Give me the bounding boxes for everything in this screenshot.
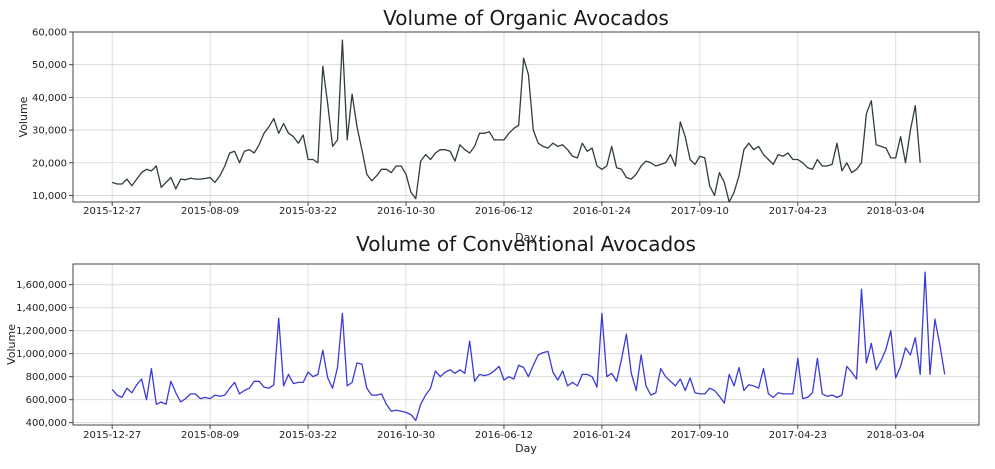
x-tick-label: 2017-04-23 [769,430,827,441]
x-tick-label: 2016-01-24 [573,206,631,217]
chart-title: Volume of Conventional Avocados [356,232,696,256]
y-tick-label: 60,000 [32,28,67,39]
y-axis-label: Volume [5,324,18,365]
x-tick-label: 2015-03-22 [279,206,337,217]
series-line [111,271,946,422]
x-tick-label: 2015-12-27 [83,206,141,217]
x-axis-label: Day [515,442,537,455]
x-tick-label: 2018-03-04 [867,206,925,217]
x-tick-label: 2017-09-10 [671,206,729,217]
plot-frame [72,263,980,426]
x-tick-label: 2016-10-30 [377,430,435,441]
y-tick-label: 1,000,000 [16,349,67,360]
y-tick-label: 1,200,000 [16,326,67,337]
x-tick-label: 2015-08-09 [181,206,239,217]
x-tick-label: 2017-04-23 [769,206,827,217]
x-tick-label: 2016-10-30 [377,206,435,217]
y-tick-label: 10,000 [32,191,67,202]
x-tick-label: 2018-03-04 [867,430,925,441]
x-tick-label: 2015-08-09 [181,430,239,441]
y-tick-label: 50,000 [32,60,67,71]
y-tick-label: 400,000 [26,418,67,429]
organic-volume-chart: Volume of Organic Avocados 2015-12-27 201… [17,6,980,244]
plot-frame [72,31,980,203]
y-axis-label: Volume [17,96,30,137]
y-tick-label: 600,000 [26,395,67,406]
x-tick-label: 2016-06-12 [475,430,533,441]
x-axis-label: Day [515,231,537,244]
x-tick-label: 2016-06-12 [475,206,533,217]
y-tick-label: 30,000 [32,126,67,137]
x-tick-label: 2017-09-10 [671,430,729,441]
y-tick-label: 1,600,000 [16,280,67,291]
conventional-volume-chart: Volume of Conventional Avocados 2015-12-… [5,232,980,455]
chart-title: Volume of Organic Avocados [383,6,669,30]
x-tick-label: 2016-01-24 [573,430,631,441]
y-tick-label: 20,000 [32,158,67,169]
series-line [111,39,921,203]
y-tick-label: 40,000 [32,93,67,104]
y-tick-label: 1,400,000 [16,303,67,314]
x-tick-label: 2015-03-22 [279,430,337,441]
y-tick-label: 800,000 [26,372,67,383]
x-tick-label: 2015-12-27 [83,430,141,441]
